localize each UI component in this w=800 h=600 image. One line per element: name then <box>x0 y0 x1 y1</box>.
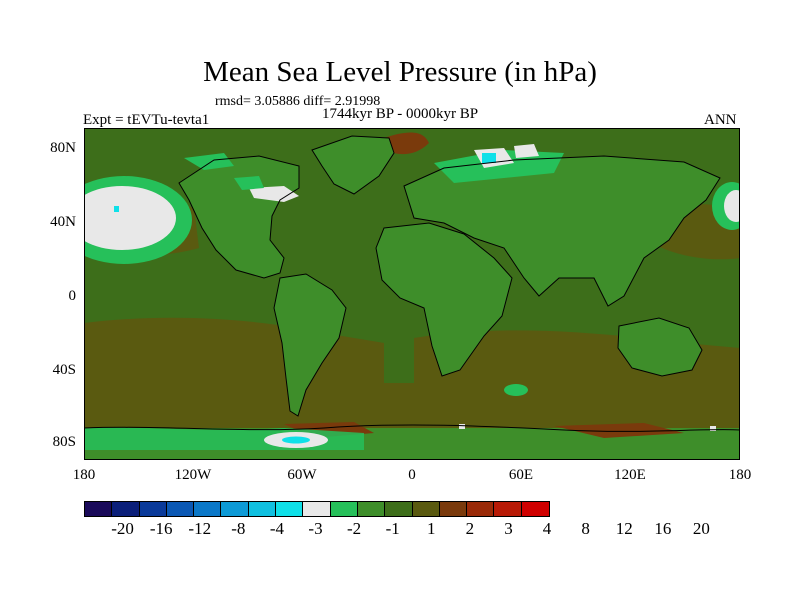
hudson-bay-green-patch <box>234 176 264 190</box>
pressure-field <box>84 128 740 460</box>
eurasia-land <box>404 156 720 306</box>
antarctic-white-dot <box>459 424 465 429</box>
colorbar-swatch <box>439 502 468 516</box>
colorbar-swatch <box>166 502 195 516</box>
colorbar-label: 4 <box>542 519 552 538</box>
colorbar-swatch <box>303 502 331 516</box>
colorbar-swatch <box>112 502 140 516</box>
colorbar-swatch <box>330 502 358 516</box>
antarctica-coastline <box>84 424 740 432</box>
lat-tick-label: 80N <box>50 140 76 156</box>
colorbar-label: 3 <box>504 519 513 538</box>
colorbar-label: 8 <box>581 519 590 538</box>
rmsd-diff-label: rmsd= 3.05886 diff= 2.91998 <box>215 94 381 109</box>
lat-tick-label: 40S <box>52 362 76 378</box>
lon-tick-label: 60E <box>508 467 534 483</box>
colorbar-label: 16 <box>654 519 672 538</box>
australia-coastline <box>617 317 703 377</box>
scandinavia-bright-green <box>434 150 564 183</box>
colorbar-label: -4 <box>269 519 285 538</box>
lon-tick-label: 0 <box>408 467 416 483</box>
north-atlantic-green-patch <box>184 153 234 170</box>
lat-tick-label: 80S <box>52 434 76 450</box>
north-pacific-low-white <box>84 186 176 250</box>
pressure-map <box>84 128 740 460</box>
colorbar-swatch <box>494 502 522 516</box>
colorbar-label: -3 <box>308 519 323 538</box>
colorbar-swatch <box>276 502 304 516</box>
hudson-bay-white-patch <box>249 186 299 202</box>
colorbar-swatch <box>221 502 249 516</box>
eurasia-coastline <box>403 155 721 307</box>
lat-tick-label: 40N <box>50 214 76 230</box>
north-pacific-cyan-dot <box>114 206 119 212</box>
colorbar-label: -8 <box>231 519 246 538</box>
southern-ocean-green-blob <box>504 384 528 396</box>
northwest-pacific-white <box>724 190 740 222</box>
south-america-coastline <box>273 273 347 417</box>
arctic-rust-region <box>384 132 429 155</box>
antarctic-cyan-low <box>282 436 310 444</box>
colorbar-label: -16 <box>149 519 173 538</box>
map-title: Mean Sea Level Pressure (in hPa) <box>203 56 597 88</box>
colorbar-swatch <box>357 502 386 516</box>
south-america-land <box>274 274 346 416</box>
colorbar-label: -1 <box>385 519 400 538</box>
lon-tick-label: 60W <box>287 467 317 483</box>
colorbar <box>84 501 551 517</box>
colorbar-label: -20 <box>111 519 134 538</box>
colorbar-swatch <box>467 502 495 516</box>
antarctic-rust-patch-2 <box>554 423 684 438</box>
colorbar-label: -2 <box>347 519 362 538</box>
map-frame <box>84 128 740 460</box>
lon-tick-label: 180 <box>728 467 752 483</box>
colorbar-swatch <box>194 502 222 516</box>
southern-ocean-band <box>84 383 740 428</box>
colorbar-label: 12 <box>615 519 633 538</box>
scandinavia-cyan-patch <box>482 153 496 163</box>
season-label: ANN <box>704 112 737 128</box>
africa-coastline <box>375 222 513 377</box>
colorbar-swatch <box>85 502 113 516</box>
period-label: 1744kyr BP - 0000kyr BP <box>322 106 479 122</box>
antarctic-white-dot-2 <box>710 426 716 431</box>
greenland-coastline <box>311 135 395 195</box>
lon-tick-label: 120W <box>174 467 212 483</box>
colorbar-swatch <box>521 502 550 516</box>
colorbar-swatch <box>412 502 440 516</box>
australia-land <box>618 318 702 376</box>
lon-tick-label: 120E <box>614 467 646 483</box>
experiment-label: Expt = tEVTu-tevta1 <box>83 112 210 128</box>
lon-tick-label: 180 <box>72 467 96 483</box>
coastlines <box>84 135 740 432</box>
arctic-white-patch <box>514 144 539 158</box>
north-america-land <box>179 156 299 278</box>
africa-land <box>376 223 512 376</box>
colorbar-label: 1 <box>427 519 436 538</box>
north-america-coastline <box>178 155 300 279</box>
colorbar-swatch <box>248 502 277 516</box>
colorbar-label: 2 <box>465 519 475 538</box>
colorbar-label: -12 <box>188 519 212 538</box>
colorbar-swatch <box>139 502 167 516</box>
colorbar-swatch <box>385 502 413 516</box>
lat-tick-label: 0 <box>68 288 77 304</box>
colorbar-label: 20 <box>692 519 710 538</box>
